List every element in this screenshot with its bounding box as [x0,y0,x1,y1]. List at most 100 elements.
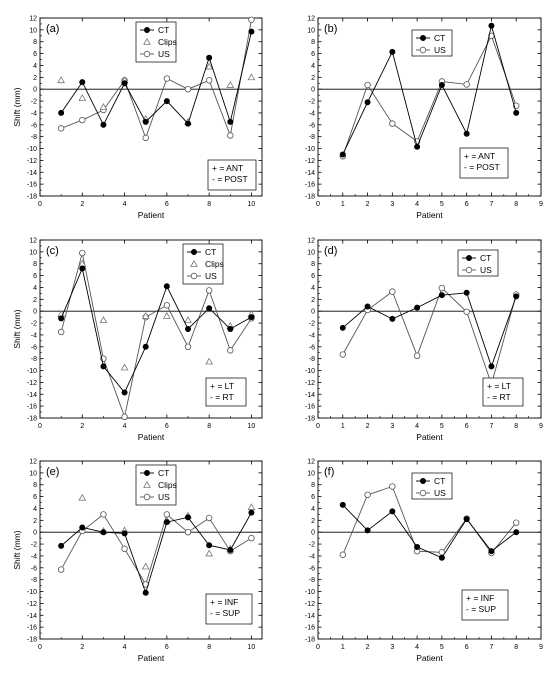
x-tick-label: 5 [440,201,444,208]
data-point-ct [463,516,470,523]
legend-box [182,243,224,285]
data-point-clips [99,102,108,110]
series-ct [339,289,520,370]
legend: CT Clips US [135,464,177,506]
series-ct [58,265,255,396]
x-tick-label: 10 [248,423,256,430]
x-tick-label: 8 [207,423,211,430]
data-point-ct [488,22,495,29]
x-tick-label: 6 [465,423,469,430]
data-point-ct [100,529,107,536]
x-tick-label: 5 [440,423,444,430]
y-tick-label: -16 [27,404,37,411]
data-point-ct [142,589,149,596]
y-tick-label: -14 [27,392,37,399]
series-line-us [60,513,252,586]
x-axis-title: Patient [138,432,165,442]
x-tick-label: 6 [465,201,469,208]
data-point-clips [205,62,214,70]
y-tick-label: -2 [309,99,315,106]
data-point-ct [100,121,107,128]
panel-label: (b) [324,23,337,35]
y-tick-label: -14 [305,392,315,399]
data-point-us [389,120,396,127]
y-tick-label: -6 [309,344,315,351]
legend-marker-ct [143,26,150,33]
data-point-ct [184,120,191,127]
data-point-clips [78,493,87,501]
x-tick-label: 0 [38,201,42,208]
data-point-ct [142,343,149,350]
data-point-ct [248,509,255,516]
y-tick-label: 4 [33,285,37,292]
panel-label: (c) [46,245,59,257]
y-tick-label: 10 [307,470,315,477]
data-point-ct [389,48,396,55]
y-tick-label: 8 [33,39,37,46]
y-tick-label: 8 [33,261,37,268]
x-tick-label: 8 [514,423,518,430]
data-point-ct [414,544,421,551]
data-point-ct [488,363,495,370]
legend-marker-ct [419,35,426,42]
data-point-clips [141,562,150,570]
note-line: - = SUP [210,608,240,618]
y-tick-label: 6 [311,51,315,58]
x-tick-label: 3 [390,644,394,651]
data-point-us [163,302,171,309]
data-point-us [463,81,470,88]
x-tick-label: 5 [440,644,444,651]
legend-marker-us [190,272,198,280]
y-tick-label: 4 [33,506,37,513]
x-tick-label: 8 [207,644,211,651]
y-tick-label: 8 [33,482,37,489]
y-tick-label: -10 [27,368,37,375]
y-tick-label: 10 [29,27,37,34]
y-tick-label: 12 [307,459,315,466]
data-point-ct [58,315,65,322]
data-point-us [79,116,86,124]
y-tick-label: -12 [27,380,37,387]
data-point-clips [205,549,214,557]
y-tick-label: -8 [309,134,315,141]
legend-box [135,21,177,63]
x-tick-label: 10 [248,201,256,208]
y-tick-label: 2 [311,75,315,82]
note-box [482,377,524,407]
y-tick-label: 6 [33,273,37,280]
data-point-ct [248,314,255,321]
data-point-clips [205,357,214,365]
legend: CT Clips US [182,243,224,285]
y-tick-label: -8 [309,577,315,584]
data-point-us [205,514,213,522]
data-point-clips [120,363,129,371]
y-axis-title: Shift (mm) [12,309,22,348]
note-box [207,159,257,191]
y-tick-label: -6 [309,122,315,129]
y-tick-label: -14 [305,613,315,620]
y-tick-label: 10 [307,249,315,256]
y-tick-label: -6 [31,565,37,572]
y-tick-label: -12 [305,601,315,608]
note-line: - = POST [212,174,248,184]
data-point-ct [389,315,396,322]
data-point-ct [121,80,128,87]
y-tick-label: 6 [33,51,37,58]
x-tick-label: 2 [366,423,370,430]
legend-marker-ct [419,477,426,484]
data-point-ct [227,547,234,554]
series-line-ct [60,31,252,126]
x-tick-label: 2 [366,201,370,208]
legend-marker-us [143,50,151,58]
data-point-ct [184,514,191,521]
data-point-clips [141,311,150,319]
y-tick-label: -12 [305,158,315,165]
data-point-ct [58,109,65,116]
note-line: + = ANT [464,151,495,161]
data-point-clips [184,316,192,323]
